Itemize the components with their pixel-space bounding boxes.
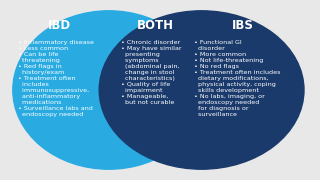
Ellipse shape [13, 11, 205, 169]
Text: • Functional GI
  disorder
• More common
• Not life-threatening
• No red flags
•: • Functional GI disorder • More common •… [194, 40, 280, 117]
Text: • Chronic disorder
• May have similar
  presenting
  symptoms
  (abdominal pain,: • Chronic disorder • May have similar pr… [121, 40, 181, 105]
Ellipse shape [99, 11, 304, 169]
Text: BOTH: BOTH [137, 19, 174, 32]
Text: • Inflammatory disease
• Less common
• Can be life
  threatening
• Red flags in
: • Inflammatory disease • Less common • C… [18, 40, 93, 117]
Text: IBS: IBS [232, 19, 254, 32]
Text: IBD: IBD [48, 19, 71, 32]
